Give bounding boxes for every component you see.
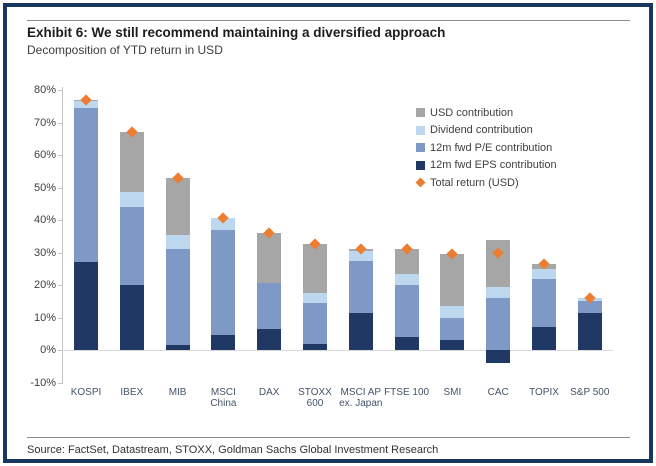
legend-item: 12m fwd EPS contribution [416,157,557,175]
legend-item: 12m fwd P/E contribution [416,139,557,157]
y-axis-label: 70% [33,116,56,129]
bar-segment-msci-china [211,335,236,350]
bar-segment-msci-china [211,218,236,230]
top-divider [27,20,630,21]
y-axis-tick [58,187,62,189]
y-axis-label: 30% [33,246,56,259]
bar-segment-mib [165,234,190,250]
bar-segment-dax [257,328,282,350]
bar-segment-stoxx-600 [303,244,327,294]
y-axis-label: 80% [33,84,56,96]
bar-segment-cac [486,286,511,298]
y-axis-label: 40% [33,214,56,226]
x-axis-label: DAX [258,387,280,398]
bar-segment-smi [440,340,465,350]
bar-segment-ibex [119,192,144,207]
bar-segment-dax [257,283,282,329]
bar-segment-cac [486,298,511,350]
bar-segment-msci-ap-ex-japan [348,250,373,261]
bar-segment-msci-ap-ex-japan [348,260,373,313]
bar-segment-stoxx-600 [303,343,327,350]
bar-segment-dax [257,233,282,284]
exhibit-title: Exhibit 6: We still recommend maintainin… [27,25,446,40]
bar-segment-msci-ap-ex-japan [348,312,373,350]
y-axis-label: 20% [33,279,56,291]
legend-square-swatch [416,160,425,170]
legend-item: Total return (USD) [415,174,557,192]
bar-segment-smi [440,317,465,341]
bar-segment-topix [532,268,556,279]
zero-gridline [62,350,613,351]
bottom-divider [27,437,630,438]
legend-label: USD contribution [430,106,514,119]
y-axis-tick [58,252,62,254]
y-axis-label: 10% [33,311,56,324]
x-axis-label: CAC [487,387,509,398]
legend-label: Total return (USD) [430,176,519,189]
bar-segment-ibex [119,207,144,285]
y-axis-tick [58,220,62,221]
y-axis-line [62,87,63,384]
legend-item: Dividend contribution [416,122,557,140]
bar-segment-mib [165,345,190,350]
legend-label: 12m fwd P/E contribution [430,141,553,154]
bar-segment-smi [440,254,465,307]
exhibit-subtitle: Decomposition of YTD return in USD [27,43,223,57]
x-axis-label: MIB [168,387,187,398]
bar-segment-cac [486,350,511,363]
bar-segment-ftse-100 [394,273,419,285]
bar-segment-kospi [74,107,98,263]
chart-legend: USD contribution Dividend contribution 12m… [415,104,557,192]
bar-segment-s-p-500 [577,301,602,313]
legend-item: USD contribution [416,104,557,122]
bar-segment-ibex [119,132,144,193]
y-axis-tick [58,285,62,286]
y-axis-label: -10% [30,376,56,389]
bar-segment-mib [165,249,190,346]
bar-segment-ibex [119,285,144,350]
bar-segment-stoxx-600 [303,302,327,344]
bar-segment-s-p-500 [577,312,602,350]
y-axis-tick [58,122,62,124]
legend-square-swatch [416,143,425,153]
y-axis-label: 60% [33,149,56,161]
y-axis-label: 50% [33,181,56,194]
x-axis-label: STOXX 600 [298,387,332,409]
x-axis-label: MSCI AP ex. Japan [339,387,383,409]
y-axis-tick [58,382,62,384]
bar-segment-ftse-100 [394,285,419,337]
legend-diamond-swatch [415,177,426,188]
x-axis-label: FTSE 100 [384,387,430,398]
bar-segment-topix [532,278,556,328]
y-axis-label: 0% [40,344,56,356]
legend-square-swatch [416,125,425,135]
bar-segment-kospi [74,262,98,350]
x-axis-label: MSCI China [210,387,237,409]
bar-segment-smi [440,306,465,318]
bar-segment-stoxx-600 [303,293,327,303]
legend-square-swatch [416,108,425,118]
x-axis-label: IBEX [120,387,144,398]
x-axis-label: KOSPI [70,387,102,398]
x-axis-label: SMI [443,387,462,398]
legend-label: 12m fwd EPS contribution [430,159,557,172]
y-axis-tick [58,155,62,156]
bar-segment-msci-china [211,229,236,336]
source-note: Source: FactSet, Datastream, STOXX, Gold… [27,444,439,456]
y-axis-tick [58,90,62,91]
x-axis-label: S&P 500 [570,387,610,398]
y-axis-tick [58,317,62,319]
bar-segment-topix [532,327,556,350]
bar-segment-mib [165,177,190,235]
legend-label: Dividend contribution [430,124,533,137]
x-axis-label: TOPIX [529,387,559,398]
bar-segment-ftse-100 [394,337,419,350]
y-axis-tick [58,350,62,351]
